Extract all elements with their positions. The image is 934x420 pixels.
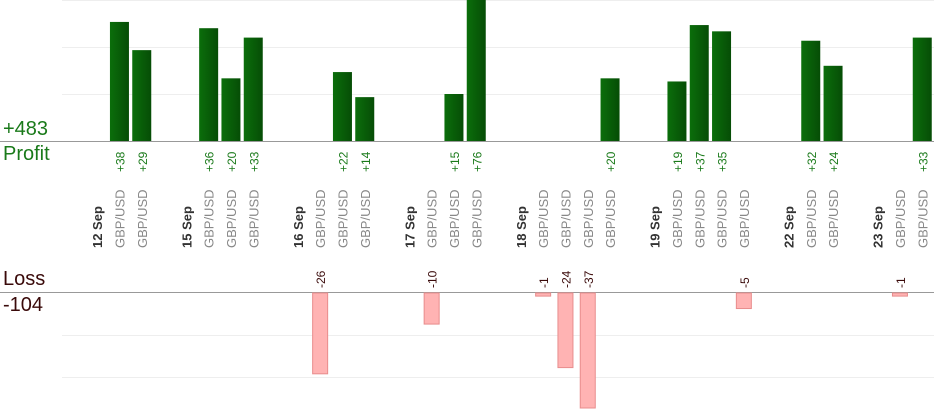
pair-label: GBP/USD xyxy=(581,189,596,248)
pair-label: GBP/USD xyxy=(558,189,573,248)
profit-value-label: +22 xyxy=(336,151,350,172)
loss-bar xyxy=(579,292,596,409)
loss-total: -104 xyxy=(3,294,44,316)
profit-bar xyxy=(221,78,241,141)
pair-label: GBP/USD xyxy=(425,189,440,248)
profit-label: Profit xyxy=(3,143,50,165)
day-label: 15 Sep xyxy=(179,206,194,248)
pair-label: GBP/USD xyxy=(112,189,127,248)
loss-bar xyxy=(735,292,752,310)
profit-value-label: +24 xyxy=(827,151,841,172)
profit-value-label: +37 xyxy=(693,151,707,172)
day-label: 19 Sep xyxy=(648,206,663,248)
profit-bar xyxy=(801,40,821,141)
profit-value-label: +15 xyxy=(448,151,462,172)
profit-value-label: +14 xyxy=(359,151,373,172)
profit-value-label: +20 xyxy=(225,151,239,172)
loss-value-label: -24 xyxy=(559,270,573,288)
profit-value-label: +20 xyxy=(604,151,618,172)
loss-value-label: -37 xyxy=(582,270,596,288)
pair-label: GBP/USD xyxy=(313,189,328,248)
profit-value-label: +29 xyxy=(136,151,150,172)
pair-label: GBP/USD xyxy=(804,189,819,248)
profit-bar xyxy=(912,37,932,141)
profit-bar xyxy=(667,81,687,141)
profit-value-label: +19 xyxy=(671,151,685,172)
pair-label: GBP/USD xyxy=(358,189,373,248)
profit-bar xyxy=(199,28,219,142)
loss-bar xyxy=(312,292,329,375)
profit-total: +483 xyxy=(3,118,49,140)
pair-label: GBP/USD xyxy=(692,189,707,248)
pair-label: GBP/USD xyxy=(737,189,752,248)
profit-bar xyxy=(712,31,732,141)
profit-bar xyxy=(332,72,352,141)
day-label: 22 Sep xyxy=(781,206,796,248)
loss-value-label: -26 xyxy=(314,270,328,288)
profit-value-label: +32 xyxy=(805,151,819,172)
loss-value-label: -10 xyxy=(426,270,440,288)
day-label: 12 Sep xyxy=(90,206,105,248)
bars xyxy=(109,0,932,409)
pair-label: GBP/USD xyxy=(224,189,239,248)
profit-bar xyxy=(689,25,709,141)
day-label: 23 Sep xyxy=(871,206,886,248)
pair-label: GBP/USD xyxy=(893,189,908,248)
profit-value-label: +35 xyxy=(716,151,730,172)
axes xyxy=(0,141,934,293)
pair-label: GBP/USD xyxy=(715,189,730,248)
pair-label: GBP/USD xyxy=(826,189,841,248)
loss-value-label: -5 xyxy=(738,277,752,288)
profit-bar xyxy=(600,78,620,141)
loss-value-label: -1 xyxy=(537,277,551,288)
profit-bar xyxy=(466,0,486,141)
day-label: 16 Sep xyxy=(291,206,306,248)
loss-bar xyxy=(557,292,574,369)
pair-label: GBP/USD xyxy=(603,189,618,248)
profit-bar xyxy=(823,65,843,141)
loss-bar xyxy=(423,292,440,325)
pair-label: GBP/USD xyxy=(202,189,217,248)
profit-value-label: +36 xyxy=(203,151,217,172)
loss-label: Loss xyxy=(3,268,46,290)
pair-label: GBP/USD xyxy=(469,189,484,248)
day-label: 18 Sep xyxy=(514,206,529,248)
pair-label: GBP/USD xyxy=(536,189,551,248)
profit-value-label: +33 xyxy=(916,151,930,172)
pair-label: GBP/USD xyxy=(246,189,261,248)
profit-bar xyxy=(132,50,152,142)
pair-label: GBP/USD xyxy=(447,189,462,248)
labels: 12 Sep GBP/USD +38 GBP/USD +29 15 Sep GBP/USD +… xyxy=(90,151,930,288)
profit-value-label: +76 xyxy=(470,151,484,172)
profit-bar xyxy=(109,21,129,141)
pair-label: GBP/USD xyxy=(915,189,930,248)
profit-bar xyxy=(444,94,464,141)
pair-label: GBP/USD xyxy=(135,189,150,248)
profit-value-label: +38 xyxy=(113,151,127,172)
profit-value-label: +33 xyxy=(247,151,261,172)
loss-value-label: -1 xyxy=(894,277,908,288)
loss-bar xyxy=(891,292,908,297)
day-label: 17 Sep xyxy=(402,206,417,248)
pair-label: GBP/USD xyxy=(670,189,685,248)
loss-bar xyxy=(535,292,552,297)
profit-bar xyxy=(243,37,263,141)
profit-bar xyxy=(355,97,375,141)
pair-label: GBP/USD xyxy=(335,189,350,248)
